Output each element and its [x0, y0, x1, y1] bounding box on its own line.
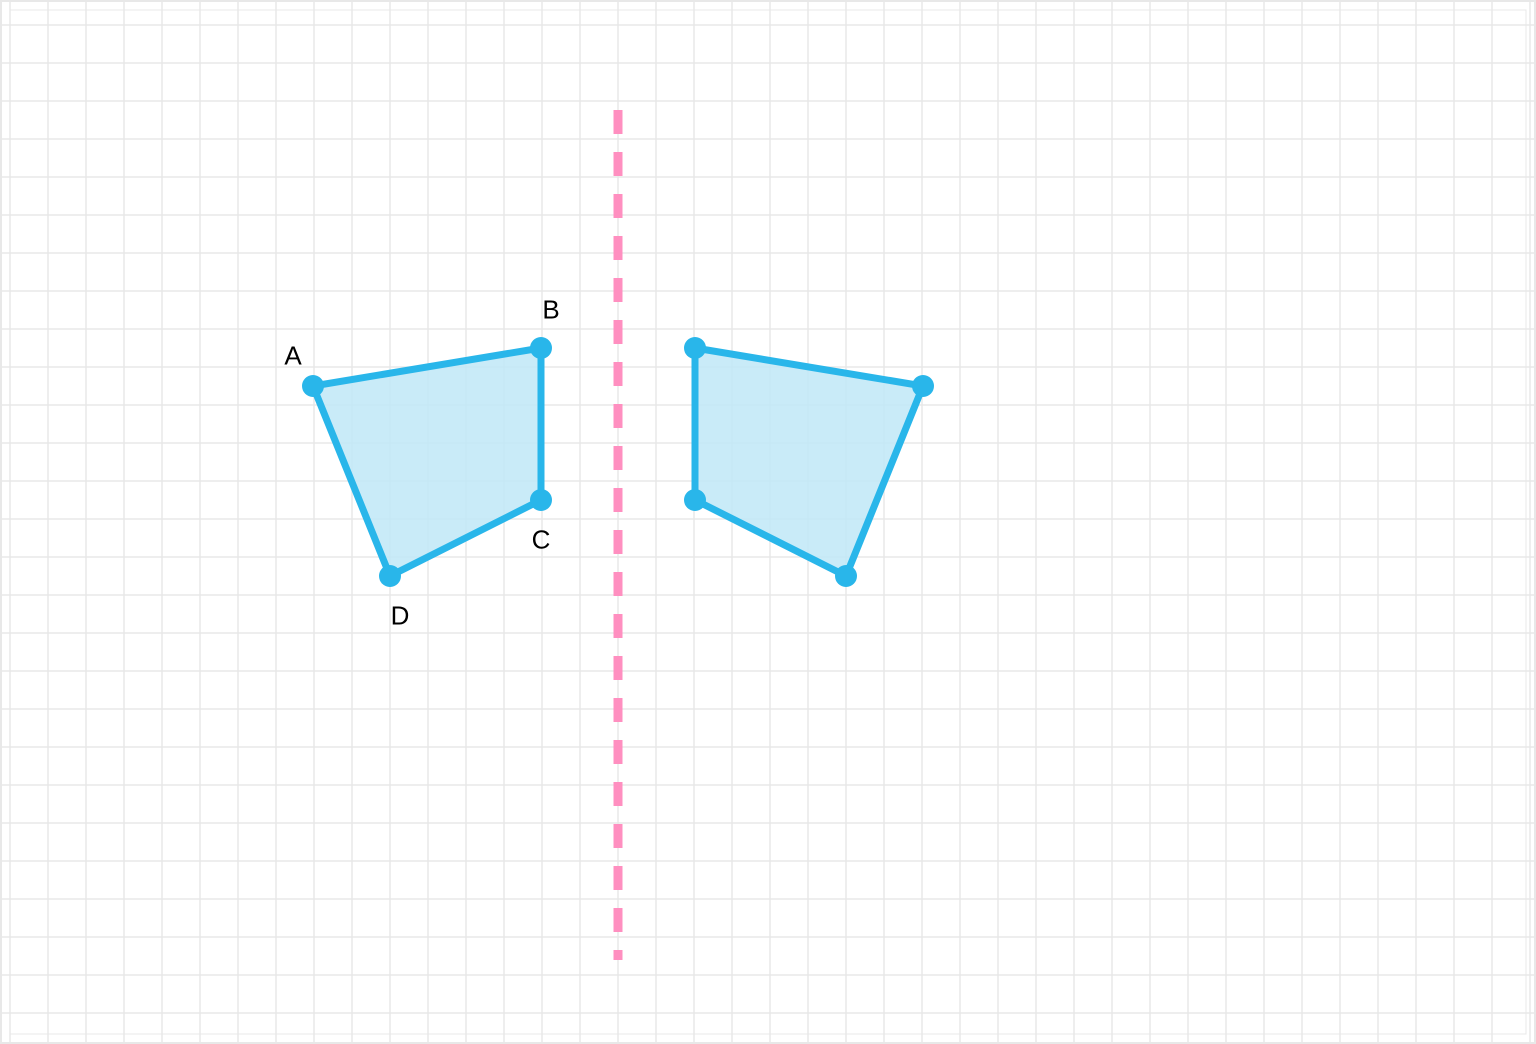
vertex-D2[interactable] — [835, 565, 857, 587]
vertex-B2[interactable] — [684, 337, 706, 359]
vertex-A[interactable] — [302, 375, 324, 397]
vertex-A2[interactable] — [912, 375, 934, 397]
vertex-label-C: C — [532, 525, 551, 556]
vertex-B[interactable] — [530, 337, 552, 359]
vertex-C2[interactable] — [684, 489, 706, 511]
vertex-C[interactable] — [530, 489, 552, 511]
vertex-label-B: B — [542, 295, 559, 326]
vertex-label-A: A — [284, 341, 301, 372]
geometry-canvas — [0, 0, 1536, 1044]
vertex-label-D: D — [391, 601, 410, 632]
vertex-D[interactable] — [379, 565, 401, 587]
